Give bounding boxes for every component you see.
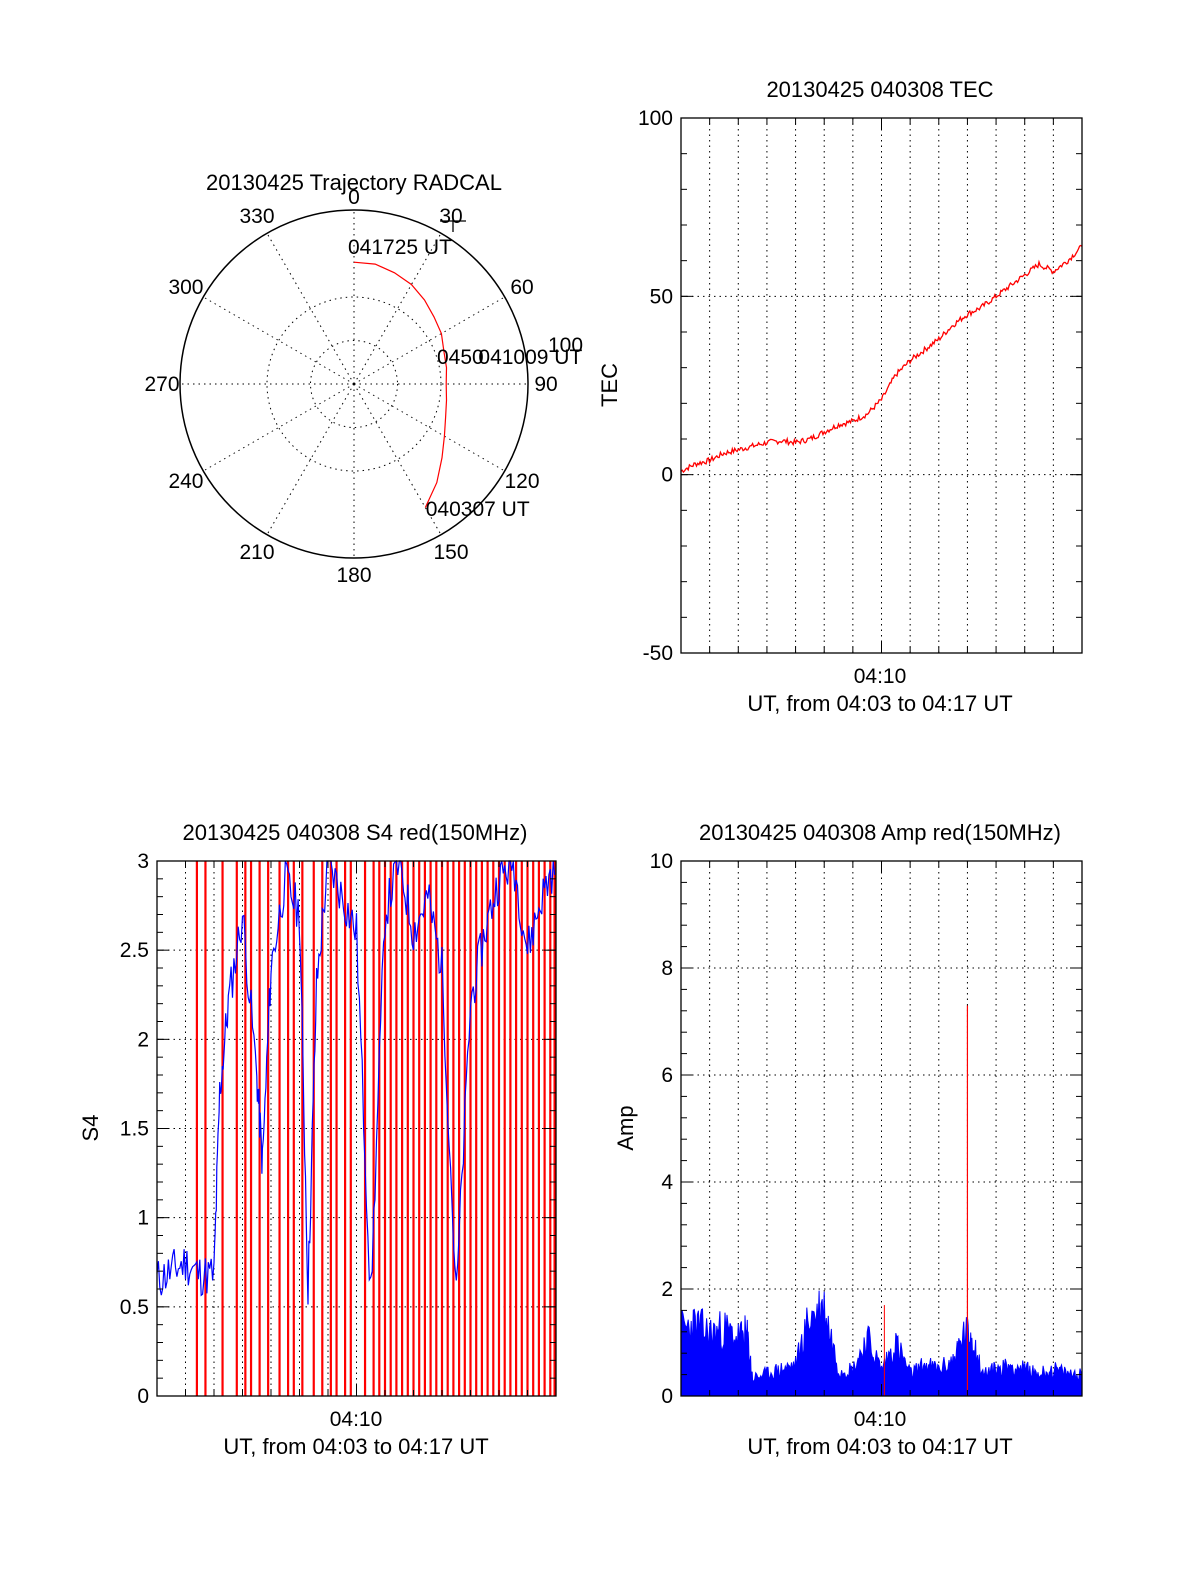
polar-spoke <box>203 383 355 472</box>
amp-title: 20130425 040308 Amp red(150MHz) <box>699 820 1061 845</box>
amp-y-tick-labels: 0 2 4 6 8 10 <box>650 850 674 1408</box>
amp-y-axis-label: Amp <box>613 1105 638 1150</box>
y-tick-label: 1 <box>137 1207 149 1230</box>
polar-grid <box>179 209 529 559</box>
polar-angle-label: 60 <box>510 276 533 299</box>
s4-plot: 20130425 040308 S4 red(150MHz) 0 0.5 1 1.5 2… <box>78 820 557 1459</box>
polar-angle-label: 0 <box>348 186 360 209</box>
tec-x-tick-label: 04:10 <box>854 665 907 688</box>
polar-angle-label: 330 <box>239 205 274 228</box>
y-tick-label: 0.5 <box>120 1296 149 1319</box>
polar-spoke <box>353 383 505 472</box>
tec-y-tick-labels: -50 0 50 100 <box>638 107 673 665</box>
y-tick-label: 2 <box>661 1278 673 1301</box>
trajectory-time-label: 040307 UT <box>426 498 530 521</box>
polar-spoke <box>353 233 442 385</box>
polar-angle-label: 270 <box>144 373 179 396</box>
y-tick-label: 6 <box>661 1064 673 1087</box>
y-tick-label: 0 <box>137 1385 149 1408</box>
tec-grid <box>681 118 1082 653</box>
tec-plot: 20130425 040308 TEC -50 0 50 100 04:10 UT, … <box>597 77 1083 716</box>
s4-y-tick-labels: 0 0.5 1 1.5 2 2.5 3 <box>120 850 149 1408</box>
amp-plot: 20130425 040308 Amp red(150MHz) 0246810 … <box>613 820 1083 1459</box>
polar-spoke <box>353 296 505 385</box>
polar-angle-label: 300 <box>168 276 203 299</box>
s4-red-spikes <box>195 861 556 1396</box>
tec-title: 20130425 040308 TEC <box>766 77 993 102</box>
tec-y-axis-label: TEC <box>597 363 622 407</box>
polar-trajectory-plot: 20130425 Trajectory RADCAL 0 30 60 90 120 150… <box>144 170 583 587</box>
polar-angle-label: 180 <box>336 564 371 587</box>
trajectory-time-label: 041009 UT <box>478 346 582 369</box>
y-tick-label: 50 <box>650 285 673 308</box>
y-tick-label: 100 <box>638 107 673 130</box>
tec-series-line <box>680 244 1083 474</box>
y-tick-label: 10 <box>650 850 673 873</box>
polar-angle-label: 150 <box>433 541 468 564</box>
amp-grid <box>681 861 1082 1396</box>
y-tick-label: 0 <box>661 464 673 487</box>
polar-grid-circle <box>310 340 398 428</box>
y-tick-label: 2 <box>137 1028 149 1051</box>
polar-spoke <box>266 233 355 385</box>
tec-ticks <box>681 117 1082 654</box>
y-tick-label: -50 <box>643 642 673 665</box>
polar-angle-labels: 0 30 60 90 120 150 180 210 240 270 300 330 <box>144 186 557 587</box>
amp-x-tick-label: 04:10 <box>854 1408 907 1431</box>
polar-grid-circle <box>266 296 442 472</box>
tec-x-axis-label: UT, from 04:03 to 04:17 UT <box>747 691 1012 716</box>
polar-title: 20130425 Trajectory RADCAL <box>206 170 502 195</box>
polar-angle-label: 240 <box>168 470 203 493</box>
polar-spoke <box>203 296 355 385</box>
amp-ticks <box>681 860 1082 1397</box>
amp-plot-frame <box>680 860 1083 1397</box>
polar-angle-label: 90 <box>534 373 557 396</box>
y-tick-label: 3 <box>137 850 149 873</box>
polar-radius-label: 100 <box>548 334 583 357</box>
y-tick-label: 4 <box>661 1171 673 1194</box>
overlapping-annotation-text: 0450 <box>437 346 484 369</box>
y-tick-label: 1.5 <box>120 1118 149 1141</box>
s4-title: 20130425 040308 S4 red(150MHz) <box>183 820 528 845</box>
s4-x-tick-label: 04:10 <box>330 1408 383 1431</box>
trajectory-annotations: 041725 UT 041009 UT 040307 UT <box>348 212 582 521</box>
polar-spoke <box>266 383 355 535</box>
amp-blue-series-fill <box>681 1290 1082 1396</box>
s4-x-axis-label: UT, from 04:03 to 04:17 UT <box>223 1434 488 1459</box>
y-tick-label: 8 <box>661 957 673 980</box>
amp-blue-series-line <box>680 1290 1082 1383</box>
trajectory-time-label: 041725 UT <box>348 236 452 259</box>
trajectory-line <box>353 261 448 508</box>
polar-angle-label: 30 <box>439 205 462 228</box>
polar-spoke <box>353 383 442 535</box>
polar-angle-label: 120 <box>504 470 539 493</box>
tec-plot-frame <box>680 117 1083 654</box>
s4-blue-series-line <box>156 859 556 1305</box>
y-tick-label: 0 <box>661 1385 673 1408</box>
polar-angle-label: 210 <box>239 541 274 564</box>
polar-outer-circle <box>179 209 529 559</box>
s4-y-axis-label: S4 <box>78 1115 103 1142</box>
s4-plot-frame <box>156 860 557 1397</box>
y-tick-label: 2.5 <box>120 939 149 962</box>
amp-x-axis-label: UT, from 04:03 to 04:17 UT <box>747 1434 1012 1459</box>
